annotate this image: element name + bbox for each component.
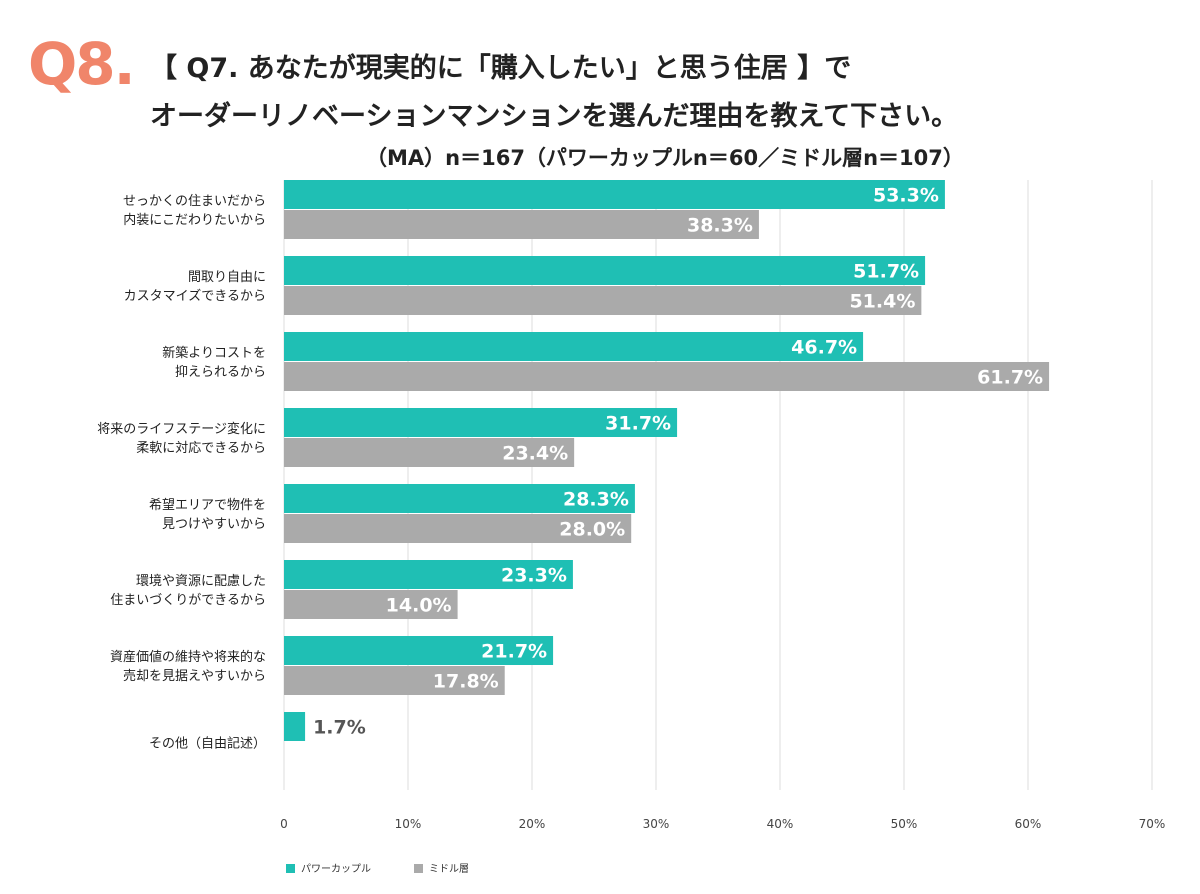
sample-size-subtitle: （MA）n＝167（パワーカップルn＝60／ミドル層n＝107）	[366, 146, 964, 170]
bar-power-couple	[284, 408, 678, 437]
bar-middle	[284, 286, 922, 315]
category-label: 希望エリアで物件を	[149, 497, 266, 513]
legend-label: ミドル層	[429, 863, 469, 875]
question-number-badge: Q8.	[28, 30, 136, 98]
value-label: 28.0%	[559, 519, 625, 541]
bar-power-couple	[284, 560, 573, 589]
value-label: 23.4%	[502, 443, 568, 465]
category-label: せっかくの住まいだから	[123, 194, 266, 209]
bar-middle	[284, 438, 575, 467]
category-label: 見つけやすいから	[162, 517, 266, 532]
category-label: 資産価値の維持や将来的な	[110, 649, 266, 665]
value-label: 21.7%	[481, 641, 547, 663]
x-tick-label: 60%	[1015, 817, 1042, 831]
legend: パワーカップル ミドル層	[286, 863, 469, 875]
value-label: 17.8%	[433, 671, 499, 693]
bar-middle	[284, 514, 632, 543]
x-tick-label: 70%	[1139, 817, 1166, 831]
x-tick-label: 30%	[643, 817, 670, 831]
value-label: 53.3%	[873, 185, 939, 207]
bars	[284, 180, 1050, 741]
category-label: 環境や資源に配慮した	[136, 574, 266, 589]
value-label: 31.7%	[605, 413, 671, 435]
category-label: 売却を見据えやすいから	[123, 668, 266, 684]
value-labels: 53.3% 38.3% 51.7% 51.4% 46.7% 61.7% 31.7% 23.4%…	[313, 185, 1043, 739]
legend-swatch	[414, 864, 423, 873]
value-label: 23.3%	[501, 565, 567, 587]
category-label: 新築よりコストを	[162, 345, 266, 361]
question-title-line2: オーダーリノベーションマンションを選んだ理由を教えて下さい。	[150, 101, 959, 132]
bar-power-couple	[284, 712, 306, 741]
bar-middle	[284, 362, 1050, 391]
category-label: 住まいづくりができるから	[110, 593, 266, 608]
category-label: 内装にこだわりたいから	[123, 212, 266, 228]
x-axis-ticks: 0 10% 20% 30% 40% 50% 60% 70%	[280, 817, 1165, 831]
category-labels: せっかくの住まいだから内装にこだわりたいから間取り自由にカスタマイズできるから新…	[97, 194, 266, 752]
value-label: 46.7%	[791, 337, 857, 359]
category-label: カスタマイズできるから	[124, 288, 266, 304]
bar-power-couple	[284, 636, 554, 665]
value-label: 1.7%	[313, 717, 366, 739]
legend-label: パワーカップル	[301, 863, 371, 875]
category-label: 柔軟に対応できるから	[136, 440, 266, 456]
value-label: 14.0%	[386, 595, 452, 617]
bar-power-couple	[284, 484, 635, 513]
x-tick-label: 50%	[891, 817, 918, 831]
bar-power-couple	[284, 256, 926, 285]
value-label: 61.7%	[977, 367, 1043, 389]
x-tick-label: 40%	[767, 817, 794, 831]
bar-middle	[284, 590, 458, 619]
category-label: 将来のライフステージ変化に	[97, 421, 266, 437]
x-tick-label: 10%	[395, 817, 422, 831]
x-tick-label: 0	[280, 817, 288, 831]
category-label: 間取り自由に	[188, 270, 266, 285]
x-tick-label: 20%	[519, 817, 546, 831]
bar-power-couple	[284, 332, 864, 361]
question-title-line1: 【 Q7. あなたが現実的に「購入したい」と思う住居 】で	[150, 53, 852, 84]
legend-swatch	[286, 864, 295, 873]
bar-power-couple	[284, 180, 945, 209]
value-label: 28.3%	[563, 489, 629, 511]
bar-middle	[284, 666, 505, 695]
value-label: 51.7%	[853, 261, 919, 283]
value-label: 51.4%	[849, 291, 915, 313]
category-label: 抑えられるから	[175, 365, 266, 380]
category-label: その他（自由記述）	[149, 736, 266, 752]
bar-middle	[284, 210, 759, 239]
value-label: 38.3%	[687, 215, 753, 237]
